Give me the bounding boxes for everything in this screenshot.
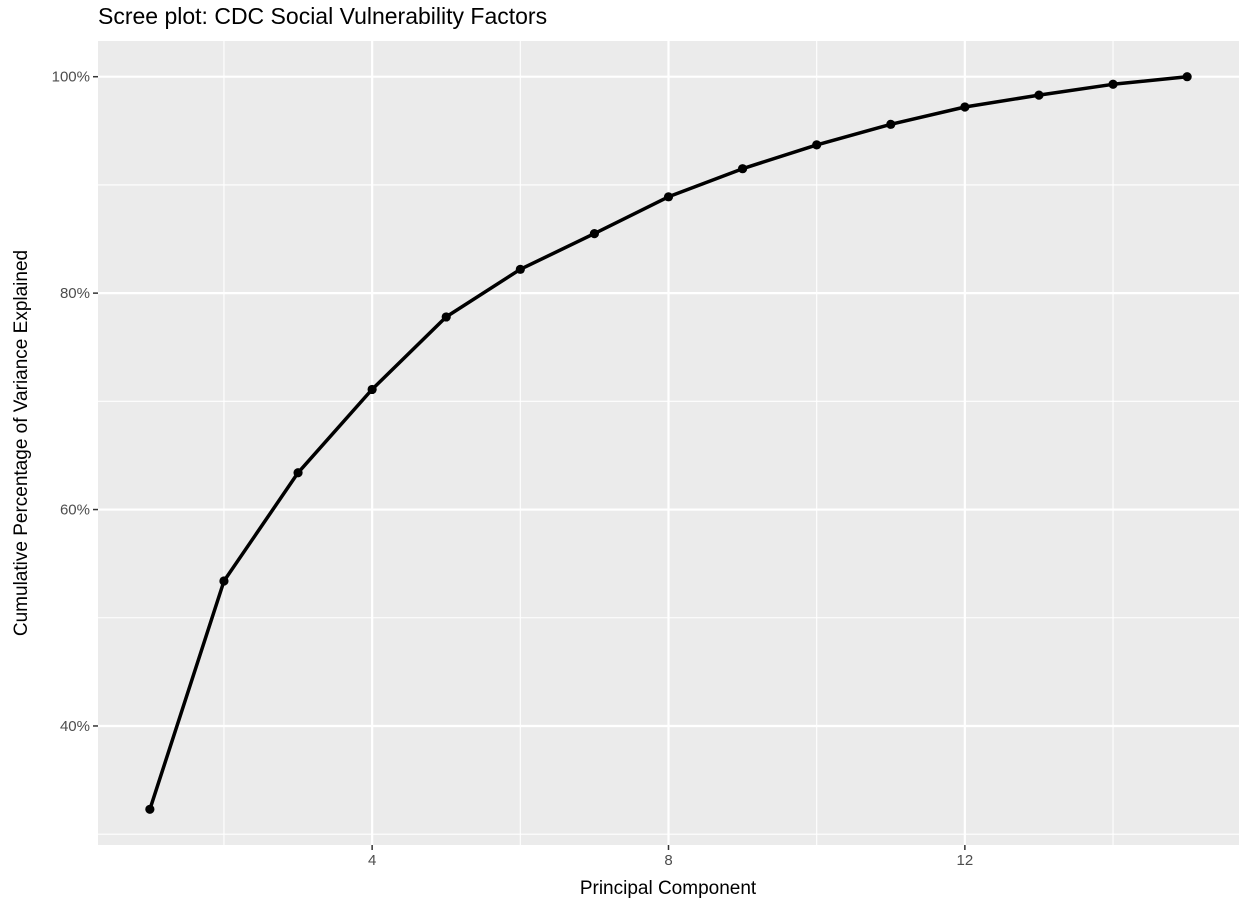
x-axis: 4 8 12 (368, 845, 973, 869)
data-point (737, 164, 748, 174)
data-point (663, 192, 674, 202)
x-axis-title: Principal Component (580, 878, 757, 899)
data-point (515, 264, 525, 274)
data-point (1108, 79, 1118, 89)
y-axis-title: Cumulative Percentage of Variance Explai… (11, 250, 32, 636)
y-tick-label: 40% (60, 718, 90, 735)
x-tick-label: 12 (957, 852, 974, 869)
data-point (960, 102, 970, 112)
data-point (812, 140, 822, 150)
data-point (589, 229, 600, 239)
data-point (145, 804, 155, 814)
x-tick-label: 8 (664, 852, 672, 869)
x-tick-label: 4 (368, 852, 376, 869)
data-point (441, 312, 451, 322)
data-point (886, 119, 896, 129)
y-tick-label: 100% (52, 69, 90, 86)
y-tick-label: 80% (60, 285, 90, 302)
data-point (367, 384, 377, 395)
chart-title: Scree plot: CDC Social Vulnerability Fac… (98, 3, 547, 29)
data-point (1182, 72, 1192, 82)
series-points (145, 72, 1192, 814)
y-tick-label: 60% (60, 502, 90, 519)
major-gridlines (98, 41, 1239, 845)
y-axis: 40% 60% 80% 100% (52, 69, 98, 735)
data-point (219, 576, 229, 586)
data-point (293, 468, 303, 478)
data-point (1034, 90, 1044, 100)
